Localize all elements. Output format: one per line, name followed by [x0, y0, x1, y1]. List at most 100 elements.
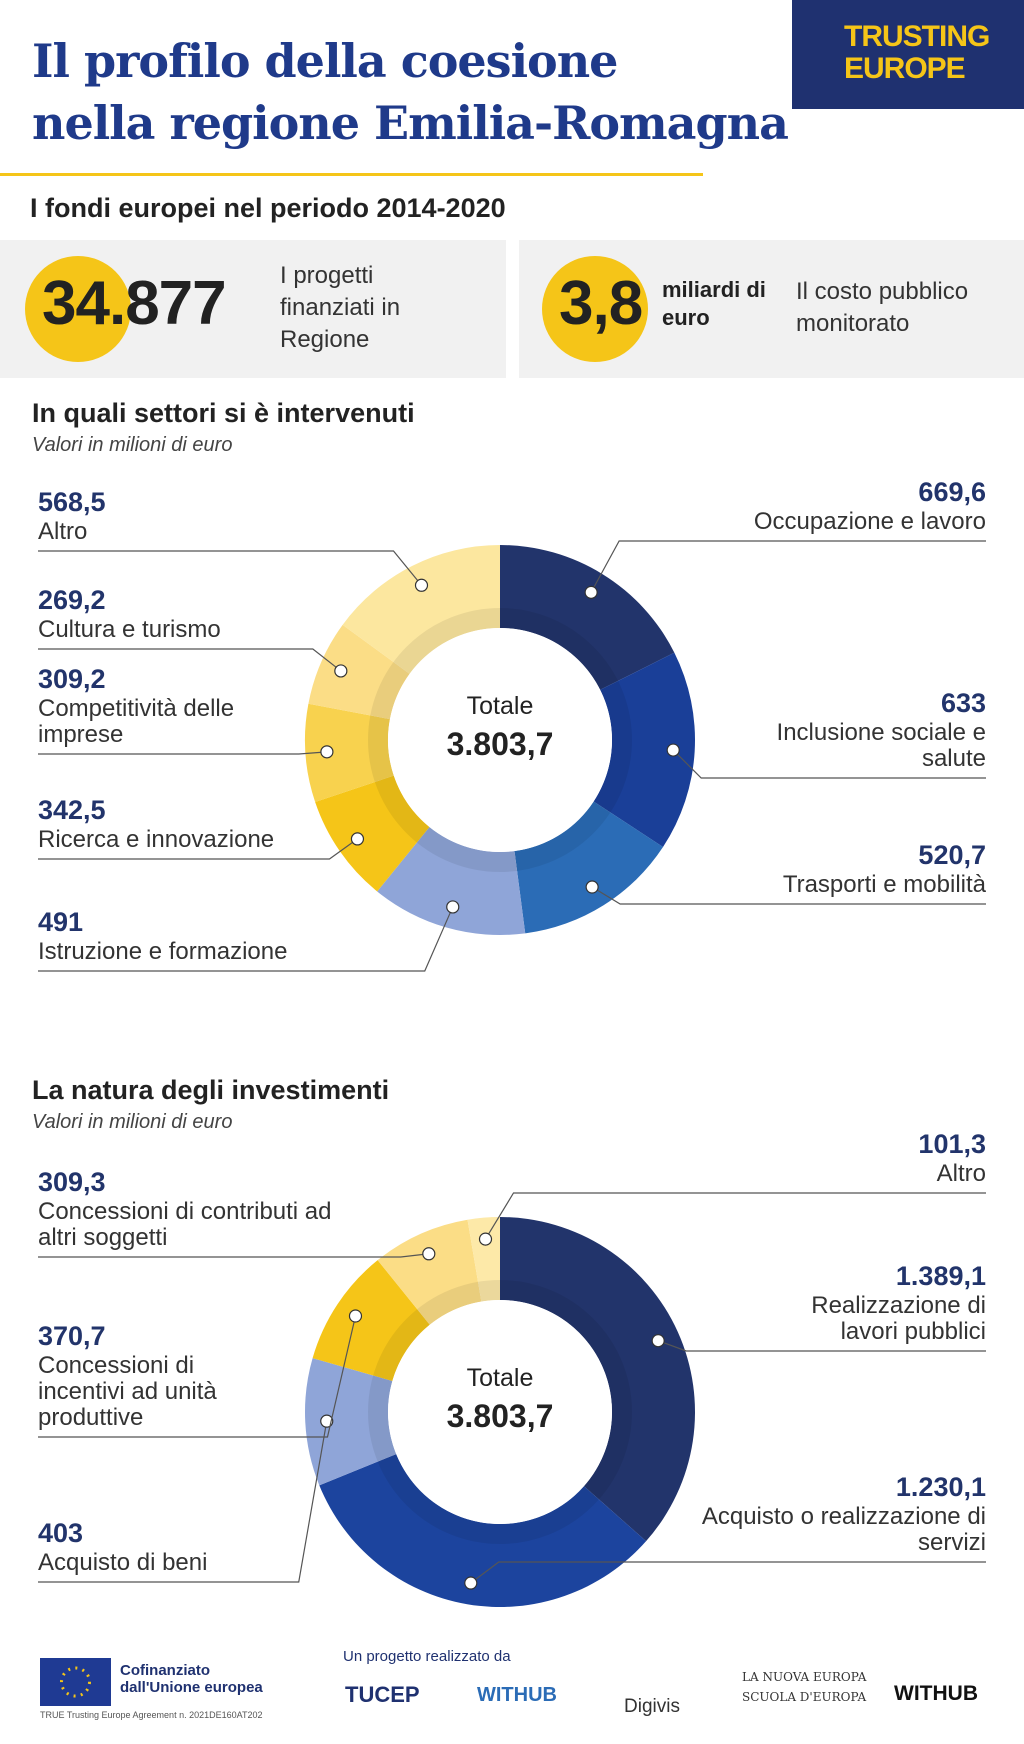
category-label: Altro [38, 518, 88, 545]
partner: Digivis [624, 1696, 680, 1717]
eu-text: Cofinanziato dall'Unione europea [120, 1662, 263, 1696]
data-label: 1.389,1 Realizzazione di lavori pubblici [786, 1259, 986, 1345]
donut-hole [388, 628, 612, 852]
donut-segment [312, 1260, 430, 1382]
partner: WITHUB [477, 1684, 557, 1706]
leader-dot [320, 745, 334, 759]
eu-flag [40, 1658, 111, 1706]
stat-circle [25, 256, 131, 362]
leader-dot [478, 1232, 493, 1246]
data-label: 491 Istruzione e formazione [38, 905, 368, 965]
category-label: Altro [936, 1160, 986, 1187]
leader-dot [464, 1576, 478, 1590]
stat-label: Il costo pubblico monitorato [796, 278, 969, 337]
partner: LA NUOVA EUROPA [742, 1670, 867, 1684]
value-label: 1.230,1 [895, 1472, 986, 1502]
donut-segment [319, 1454, 647, 1607]
donut-segment [315, 775, 430, 892]
value-label: 403 [38, 1518, 84, 1548]
donut-hole [388, 1300, 612, 1524]
donut-segment [377, 826, 526, 935]
value-label: 309,3 [38, 1167, 106, 1197]
value-label: 1.389,1 [895, 1261, 986, 1291]
leader-line [38, 1421, 328, 1583]
leader-line [470, 1561, 986, 1584]
leader-line [38, 1253, 429, 1258]
title-line: nella regione Emilia-Romagna [32, 96, 789, 150]
partner: SCUOLA D'EUROPA [742, 1690, 867, 1704]
data-label: 568,5 Altro [38, 485, 368, 545]
leader-dot [334, 664, 348, 678]
leader-dot [348, 1309, 363, 1323]
category-label: Concessioni di contributi ad altri sogge… [38, 1198, 332, 1251]
donut-segment [308, 624, 410, 720]
category-label: Ricerca e innovazione [38, 826, 275, 853]
divider [0, 173, 703, 176]
donut-segment [342, 545, 500, 674]
center-label: Totale [466, 692, 534, 720]
category-label: Acquisto o realizzazione di servizi [701, 1503, 986, 1556]
value-label: 491 [38, 907, 84, 937]
data-label: 403 Acquisto di beni [38, 1516, 368, 1576]
value-label: 269,2 [38, 585, 106, 615]
value-label: 520,7 [918, 840, 986, 870]
category-label: Cultura e turismo [38, 616, 221, 643]
stat-box: 3,8 miliardi di euro Il costo pubblico m… [519, 240, 1024, 378]
leader-dot [585, 880, 599, 894]
category-label: Realizzazione di lavori pubblici [811, 1292, 986, 1345]
center-label: Totale [466, 1364, 534, 1392]
title-line: Il profilo della coesione [32, 34, 618, 88]
center-value: 3.803,7 [446, 726, 554, 762]
logo-line: EUROPE [844, 52, 966, 85]
leader-line [38, 550, 422, 586]
inner-ring [368, 1280, 632, 1544]
data-label: 269,2 Cultura e turismo [38, 583, 368, 643]
stat-circle [542, 256, 648, 362]
section-subtitle: Valori in milioni di euro [32, 434, 233, 456]
data-label: 633 Inclusione sociale e salute [756, 686, 986, 772]
donut-segment [500, 1217, 695, 1542]
leader-dot [414, 578, 429, 592]
section-subtitle: Valori in milioni di euro [32, 1111, 233, 1133]
stat-box: 34.877 I progetti finanziati in Regione [0, 240, 506, 378]
title: Il profilo della coesione nella regione … [32, 30, 789, 154]
stat-value: 3,8 [559, 269, 643, 338]
stat-unit: miliardi di euro [662, 277, 766, 330]
value-label: 342,5 [38, 795, 106, 825]
leader-dot [651, 1334, 665, 1348]
leader-dot [584, 585, 598, 599]
donut-segment [593, 652, 696, 848]
leader-line [38, 751, 327, 755]
leader-line [38, 1315, 357, 1438]
leader-line [672, 749, 986, 779]
logo: TRUSTING EUROPE [792, 0, 1024, 109]
stat-value: 34.877 [42, 269, 227, 338]
data-label: 1.230,1 Acquisto o realizzazione di servi… [686, 1470, 986, 1556]
leader-line [38, 648, 342, 672]
value-label: 633 [940, 688, 986, 718]
leader-dot [666, 743, 680, 757]
agreement: TRUE Trusting Europe Agreement n. 2021DE… [40, 1710, 263, 1720]
leader-dot [320, 1414, 334, 1428]
leader-dot [350, 832, 365, 846]
inner-ring [368, 608, 632, 872]
donut-segment [514, 801, 664, 934]
section-title: La natura degli investimenti [32, 1075, 390, 1105]
category-label: Inclusione sociale e salute [776, 719, 986, 772]
data-label: 101,3 Altro [656, 1127, 986, 1187]
leader-line [590, 540, 986, 593]
category-label: Occupazione e lavoro [753, 508, 986, 535]
category-label: Competitività delle imprese [38, 695, 235, 748]
value-label: 568,5 [38, 487, 106, 517]
leader-dot [422, 1247, 436, 1261]
category-label: Concessioni di incentivi ad unità produt… [38, 1352, 217, 1431]
donut-segment [305, 1358, 397, 1486]
value-label: 370,7 [38, 1321, 106, 1351]
center-value: 3.803,7 [446, 1398, 554, 1434]
data-label: 342,5 Ricerca e innovazione [38, 793, 368, 853]
partner: WITHUB [894, 1682, 978, 1705]
section-title: In quali settori si è intervenuti [32, 398, 415, 428]
data-label: 520,7 Trasporti e mobilità [656, 838, 986, 898]
donut-segment [305, 703, 394, 803]
